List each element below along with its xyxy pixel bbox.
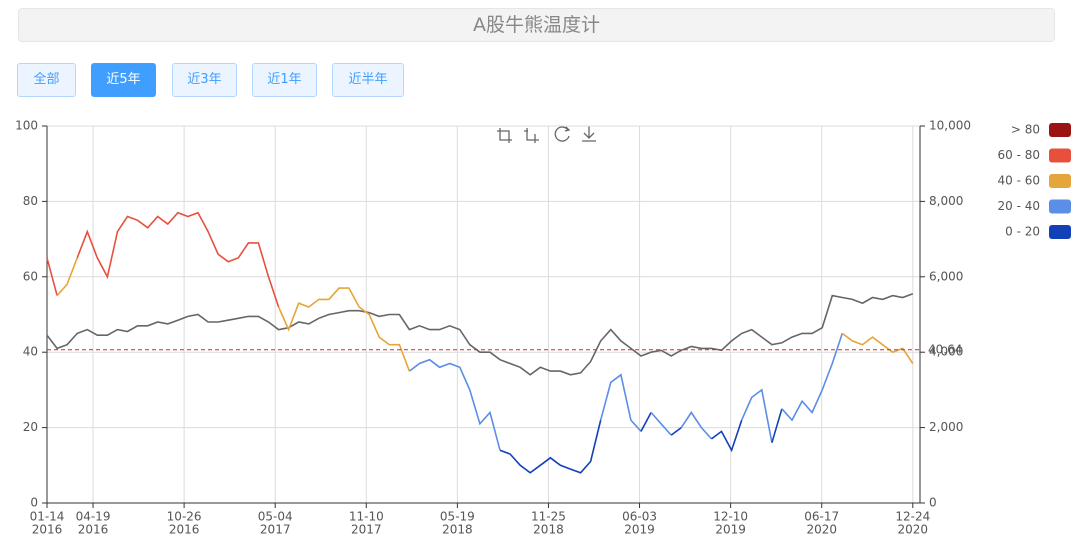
data-line bbox=[46, 293, 914, 376]
x-tick-label: 2018 bbox=[533, 523, 564, 537]
y2-tick-label: 2,000 bbox=[929, 420, 963, 434]
data-line bbox=[640, 412, 652, 432]
data-line bbox=[740, 388, 773, 443]
x-tick-label: 04-19 bbox=[76, 510, 111, 524]
legend-swatch[interactable] bbox=[1049, 148, 1071, 163]
range-button[interactable]: 近5年 bbox=[91, 63, 156, 97]
x-tick-label: 10-26 bbox=[167, 510, 202, 524]
x-tick-label: 2016 bbox=[78, 523, 109, 537]
range-button[interactable]: 近1年 bbox=[252, 63, 317, 97]
x-tick-label: 2016 bbox=[32, 523, 63, 537]
data-line bbox=[841, 332, 914, 364]
data-line bbox=[711, 419, 743, 453]
y2-tick-label: 10,000 bbox=[929, 119, 971, 133]
x-tick-label: 01-14 bbox=[30, 510, 65, 524]
range-button[interactable]: 近半年 bbox=[332, 63, 404, 97]
data-line bbox=[670, 426, 682, 436]
legend-swatch[interactable] bbox=[1049, 199, 1071, 214]
x-tick-label: 2017 bbox=[260, 523, 291, 537]
y-tick-label: 100 bbox=[15, 119, 38, 133]
x-tick-label: 11-10 bbox=[349, 510, 384, 524]
legend-label: > 80 bbox=[1011, 123, 1040, 137]
data-line bbox=[46, 257, 58, 296]
x-tick-label: 2020 bbox=[898, 523, 929, 537]
zoom-icon[interactable] bbox=[497, 128, 512, 143]
legend-swatch[interactable] bbox=[1049, 174, 1071, 188]
y-tick-label: 60 bbox=[23, 269, 38, 283]
legend-swatch[interactable] bbox=[1049, 123, 1071, 137]
y-tick-label: 20 bbox=[23, 420, 38, 434]
x-tick-label: 11-25 bbox=[531, 510, 566, 524]
page-title: A股牛熊温度计 bbox=[18, 8, 1055, 42]
y2-tick-label: 6,000 bbox=[929, 269, 963, 283]
data-line bbox=[76, 211, 280, 308]
x-tick-label: 06-03 bbox=[622, 510, 657, 524]
x-tick-label: 2020 bbox=[806, 523, 837, 537]
x-tick-label: 2016 bbox=[169, 523, 200, 537]
y2-tick-label: 0 bbox=[929, 496, 937, 510]
y-tick-label: 40 bbox=[23, 345, 38, 359]
x-tick-label: 12-10 bbox=[713, 510, 748, 524]
data-line bbox=[277, 287, 411, 372]
legend-label: 60 - 80 bbox=[998, 148, 1041, 162]
x-tick-label: 05-04 bbox=[258, 510, 293, 524]
legend-label: 0 - 20 bbox=[1005, 225, 1040, 239]
legend-label: 40 - 60 bbox=[998, 174, 1041, 188]
data-line bbox=[781, 333, 844, 422]
data-line bbox=[599, 373, 642, 432]
x-tick-label: 05-19 bbox=[440, 510, 475, 524]
data-line bbox=[56, 257, 78, 297]
data-line bbox=[408, 358, 501, 451]
y2-tick-label: 8,000 bbox=[929, 194, 963, 208]
data-line bbox=[771, 408, 783, 443]
x-tick-label: 06-17 bbox=[804, 510, 839, 524]
toolbox bbox=[497, 126, 596, 143]
range-button[interactable]: 近3年 bbox=[172, 63, 237, 97]
data-line bbox=[680, 411, 713, 440]
y-tick-label: 0 bbox=[30, 496, 38, 510]
restore-icon[interactable] bbox=[554, 126, 571, 142]
y-tick-label: 80 bbox=[23, 194, 38, 208]
save-icon[interactable] bbox=[582, 126, 596, 142]
x-tick-label: 2019 bbox=[715, 523, 746, 537]
x-tick-label: 12-24 bbox=[895, 510, 930, 524]
x-tick-label: 2018 bbox=[442, 523, 473, 537]
x-tick-label: 2017 bbox=[351, 523, 382, 537]
legend-swatch[interactable] bbox=[1049, 225, 1071, 239]
data-line bbox=[650, 411, 672, 436]
mark-line-label: 40.64 bbox=[928, 342, 962, 356]
zoom-reset-icon[interactable] bbox=[524, 128, 539, 143]
data-line bbox=[499, 419, 602, 474]
range-button[interactable]: 全部 bbox=[17, 63, 76, 97]
y2-tick-label: 4,000 bbox=[929, 345, 963, 359]
legend-label: 20 - 40 bbox=[998, 199, 1041, 213]
x-tick-label: 2019 bbox=[624, 523, 655, 537]
